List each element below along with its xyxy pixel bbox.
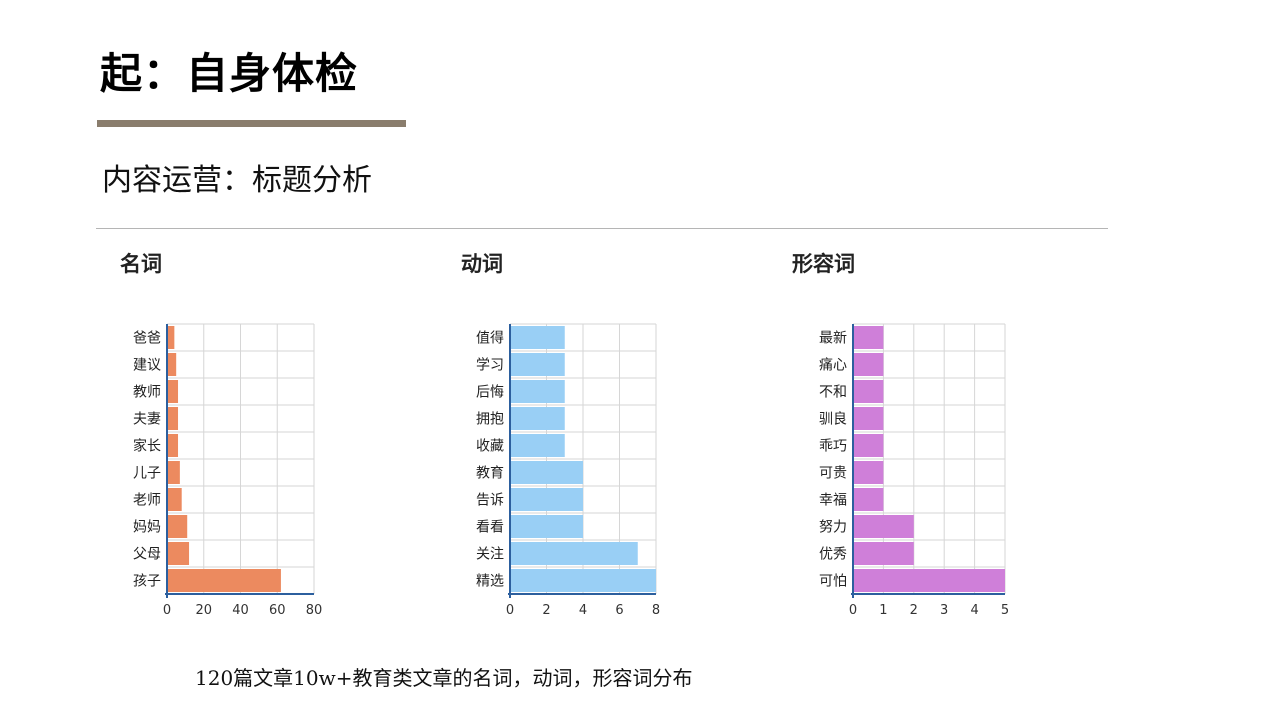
adjective-chart-title: 形容词 — [792, 252, 855, 276]
verb-category-label: 拥抱 — [476, 412, 504, 428]
verb-category-label: 关注 — [476, 547, 504, 563]
adj-bar — [853, 326, 884, 349]
verb-bar — [510, 353, 565, 376]
adj-category-label: 不和 — [819, 385, 847, 401]
adj-bar — [853, 407, 884, 430]
chart-caption: 120篇文章10w+教育类文章的名词，动词，形容词分布 — [195, 666, 693, 690]
verb-bar — [510, 461, 583, 484]
verb-x-tick-label: 2 — [542, 603, 550, 618]
verb-category-label: 后悔 — [476, 385, 504, 401]
adj-bar — [853, 353, 884, 376]
adj-bar — [853, 380, 884, 403]
adj-category-label: 幸福 — [819, 493, 847, 509]
verb-x-tick-label: 0 — [506, 603, 514, 618]
verb-category-label: 精选 — [476, 574, 504, 590]
adj-bar — [853, 461, 884, 484]
adj-x-tick-label: 3 — [940, 603, 948, 618]
adj-x-tick-label: 4 — [970, 603, 978, 618]
noun-category-label: 孩子 — [133, 574, 161, 590]
adj-x-tick-label: 0 — [849, 603, 857, 618]
title-accent-bar — [97, 120, 406, 127]
adj-x-tick-label: 5 — [1001, 603, 1009, 618]
noun-category-label: 家长 — [133, 438, 161, 455]
verb-bar — [510, 542, 638, 565]
adj-x-tick-label: 2 — [910, 603, 918, 618]
adj-bar — [853, 515, 914, 538]
verb-bar — [510, 515, 583, 538]
adj-category-label: 可贵 — [819, 466, 847, 482]
verb-category-label: 告诉 — [476, 493, 504, 509]
noun-category-label: 妈妈 — [133, 520, 161, 536]
noun-bar — [167, 488, 182, 511]
noun-category-label: 儿子 — [133, 466, 161, 482]
noun-bar — [167, 326, 175, 349]
adj-category-label: 最新 — [819, 331, 847, 347]
noun-chart-title: 名词 — [120, 252, 162, 276]
verb-bar — [510, 407, 565, 430]
adj-category-label: 努力 — [819, 520, 847, 536]
noun-bar — [167, 461, 180, 484]
verb-x-tick-label: 4 — [579, 603, 587, 618]
noun-x-tick-label: 40 — [232, 603, 249, 618]
verb-category-label: 学习 — [476, 358, 504, 374]
noun-x-tick-label: 0 — [163, 603, 171, 618]
verb-category-label: 教育 — [476, 466, 504, 482]
noun-bar — [167, 380, 179, 403]
noun-x-tick-label: 80 — [306, 603, 323, 618]
verb-bar — [510, 380, 565, 403]
adj-bar — [853, 488, 884, 511]
page-subtitle: 内容运营：标题分析 — [102, 163, 372, 198]
section-divider — [96, 228, 1108, 229]
verb-category-label: 收藏 — [476, 439, 504, 455]
adj-category-label: 优秀 — [819, 547, 847, 563]
noun-category-label: 建议 — [133, 358, 161, 374]
verb-bar — [510, 488, 583, 511]
verb-x-tick-label: 8 — [652, 603, 660, 618]
page-title: 起：自身体检 — [100, 49, 359, 98]
noun-category-label: 父母 — [133, 547, 161, 563]
verb-x-tick-label: 6 — [615, 603, 623, 618]
noun-category-label: 教师 — [133, 385, 161, 401]
noun-category-label: 夫妻 — [133, 412, 161, 428]
verb-chart-title: 动词 — [461, 252, 503, 276]
adj-category-label: 痛心 — [819, 357, 847, 374]
adj-bar — [853, 542, 914, 565]
adj-category-label: 驯良 — [819, 412, 847, 428]
noun-bar — [167, 542, 190, 565]
noun-bar — [167, 569, 281, 592]
noun-category-label: 爸爸 — [133, 331, 161, 347]
noun-bar — [167, 434, 179, 457]
noun-x-tick-label: 60 — [269, 603, 286, 618]
verb-bar — [510, 434, 565, 457]
verb-category-label: 值得 — [476, 330, 504, 347]
verb-bar — [510, 569, 656, 592]
noun-bar — [167, 515, 188, 538]
noun-x-tick-label: 20 — [195, 603, 212, 618]
verb-bar — [510, 326, 565, 349]
noun-bar — [167, 353, 177, 376]
verb-category-label: 看看 — [476, 520, 504, 536]
adj-category-label: 可怕 — [819, 574, 847, 590]
adj-x-tick-label: 1 — [879, 603, 887, 618]
adj-bar — [853, 569, 1005, 592]
noun-bar — [167, 407, 179, 430]
adj-bar — [853, 434, 884, 457]
adj-category-label: 乖巧 — [819, 439, 847, 455]
noun-category-label: 老师 — [133, 493, 161, 509]
